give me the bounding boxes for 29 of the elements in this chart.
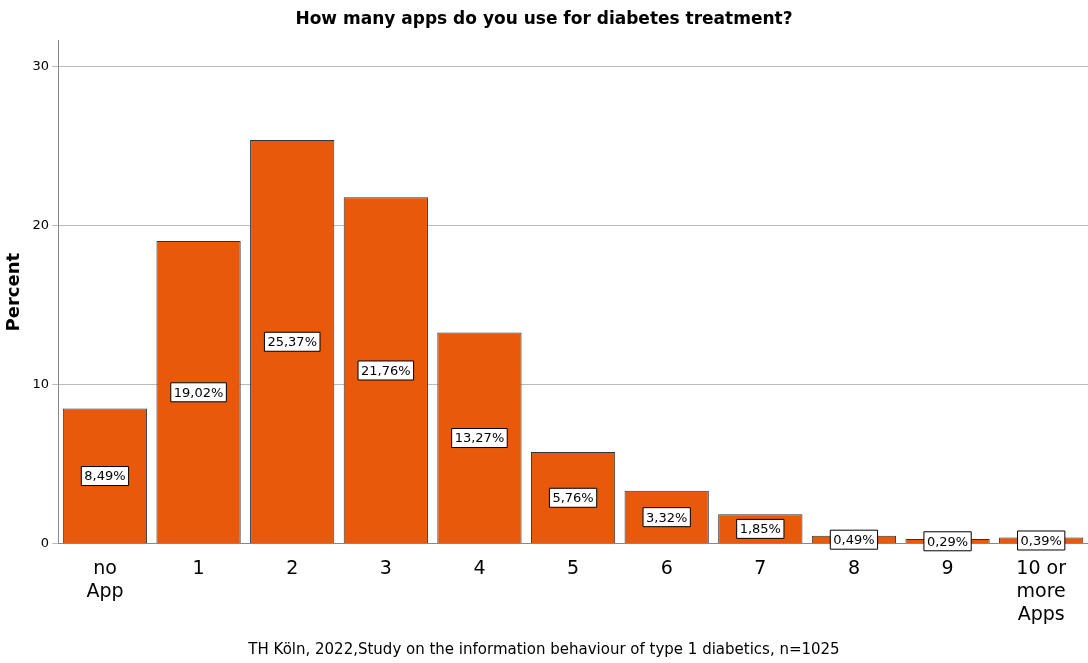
x-tick-label: 1: [192, 555, 205, 578]
data-label: 0,49%: [833, 532, 875, 548]
x-tick-label: 3: [379, 555, 392, 578]
y-axis-title: Percent: [2, 252, 24, 332]
data-label: 25,37%: [267, 334, 317, 350]
data-label: 0,39%: [1020, 532, 1062, 548]
data-label: 3,32%: [646, 509, 688, 525]
y-tick-label: 20: [32, 216, 50, 232]
y-tick-label: 30: [32, 57, 50, 73]
x-tick-label: 5: [567, 555, 580, 578]
data-label: 19,02%: [173, 384, 224, 400]
y-tick-label: 0: [40, 534, 50, 550]
text: TH Köln, 2022,Study on the information behaviour of type 1 diabetics, n=1025: [247, 640, 841, 658]
data-label: 8,49%: [84, 468, 126, 484]
y-tick-label: 10: [32, 375, 50, 391]
data-label: 21,76%: [361, 362, 411, 378]
x-tick-label: 4: [473, 555, 486, 578]
x-tick-label: 2: [286, 555, 299, 578]
chart-title: How many apps do you use for diabetes treatment?: [294, 8, 794, 28]
x-tick-label: 7: [754, 555, 767, 578]
x-tick-label: 8: [847, 555, 860, 578]
x-tick-label: no App: [86, 555, 124, 601]
data-label: 5,76%: [552, 490, 594, 506]
x-tick-label: 6: [660, 555, 673, 578]
data-label: 13,27%: [454, 430, 505, 446]
data-label: 1,85%: [739, 521, 781, 537]
x-tick-label: 9: [941, 555, 954, 578]
data-label: 0,29%: [926, 533, 969, 549]
x-tick-label: 10 or more Apps: [1016, 555, 1067, 624]
